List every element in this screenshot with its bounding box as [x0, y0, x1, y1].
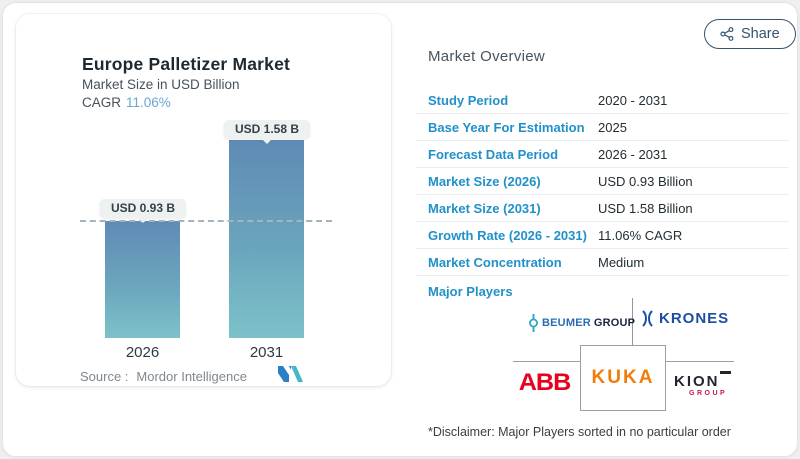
cagr-row: CAGR 11.06% — [82, 95, 171, 110]
row-value: 2026 - 2031 — [598, 146, 668, 162]
table-row-base-year: Base Year For Estimation 2025 — [416, 114, 789, 141]
source-label: Source : — [80, 369, 129, 384]
row-value: USD 0.93 Billion — [598, 173, 693, 189]
cagr-value: 11.06% — [126, 95, 171, 110]
row-value: 2025 — [598, 119, 627, 135]
abb-logo: ABB — [518, 369, 572, 396]
kuka-logo-box: KUKA — [580, 345, 666, 411]
beumer-icon — [529, 314, 538, 332]
players-divider-vertical — [632, 298, 633, 345]
overview-title: Market Overview — [428, 48, 546, 65]
cagr-label: CAGR — [82, 95, 122, 110]
share-icon — [720, 27, 734, 41]
overview-table: Study Period 2020 - 2031 Base Year For E… — [416, 87, 789, 276]
row-label: Market Size (2026) — [428, 173, 541, 189]
source-name: Mordor Intelligence — [136, 369, 247, 384]
players-divider-horizontal-right — [666, 361, 734, 362]
mordor-intelligence-logo-icon — [278, 366, 303, 382]
row-value: 11.06% CAGR — [598, 227, 683, 243]
row-label: Market Concentration — [428, 254, 562, 270]
table-row-forecast-period: Forecast Data Period 2026 - 2031 — [416, 141, 789, 168]
krones-logo: KRONES — [640, 310, 729, 327]
table-row-market-size-2031: Market Size (2031) USD 1.58 Billion — [416, 195, 789, 222]
row-label: Forecast Data Period — [428, 146, 559, 162]
beumer-text: BEUMER — [542, 317, 591, 329]
major-players-label: Major Players — [428, 284, 513, 299]
kion-text: KION — [674, 373, 720, 390]
row-label: Growth Rate (2026 - 2031) — [428, 227, 587, 243]
x-axis-label-2031: 2031 — [249, 344, 284, 361]
table-row-growth-rate: Growth Rate (2026 - 2031) 11.06% CAGR — [416, 222, 789, 249]
chart-title: Europe Palletizer Market — [82, 54, 291, 74]
value-label-2026: USD 0.93 B — [99, 199, 187, 223]
beumer-group-logo: BEUMER GROUP — [528, 314, 635, 332]
players-divider-horizontal-left — [513, 361, 580, 362]
table-row-market-size-2026: Market Size (2026) USD 0.93 Billion — [416, 168, 789, 195]
chart-card: Europe Palletizer Market Market Size in … — [16, 14, 391, 386]
kuka-logo: KUKA — [591, 367, 655, 388]
table-row-study-period: Study Period 2020 - 2031 — [416, 87, 789, 114]
row-value: 2020 - 2031 — [598, 92, 668, 108]
kion-dash-icon — [720, 371, 731, 374]
chart-subtitle: Market Size in USD Billion — [82, 77, 240, 92]
row-label: Market Size (2031) — [428, 200, 541, 216]
source-row: Source : Mordor Intelligence — [80, 369, 247, 384]
bar-2026 — [105, 221, 180, 338]
disclaimer-text: *Disclaimer: Major Players sorted in no … — [428, 425, 731, 439]
dashed-reference-line — [80, 220, 332, 222]
kion-group-text: GROUP — [689, 390, 728, 397]
krones-icon — [642, 310, 653, 327]
bar-2031 — [229, 140, 304, 338]
krones-text: KRONES — [659, 310, 730, 327]
row-label: Study Period — [428, 92, 509, 108]
table-row-market-concentration: Market Concentration Medium — [416, 249, 789, 276]
row-value: Medium — [598, 254, 645, 270]
row-value: USD 1.58 Billion — [598, 200, 693, 216]
beumer-group-text: GROUP — [593, 317, 636, 329]
x-axis-label-2026: 2026 — [125, 344, 160, 361]
share-button[interactable]: Share — [704, 19, 796, 49]
value-label-2031: USD 1.58 B — [223, 120, 311, 144]
kion-logo: KION GROUP — [674, 371, 731, 397]
row-label: Base Year For Estimation — [428, 119, 585, 135]
share-label: Share — [741, 26, 780, 42]
